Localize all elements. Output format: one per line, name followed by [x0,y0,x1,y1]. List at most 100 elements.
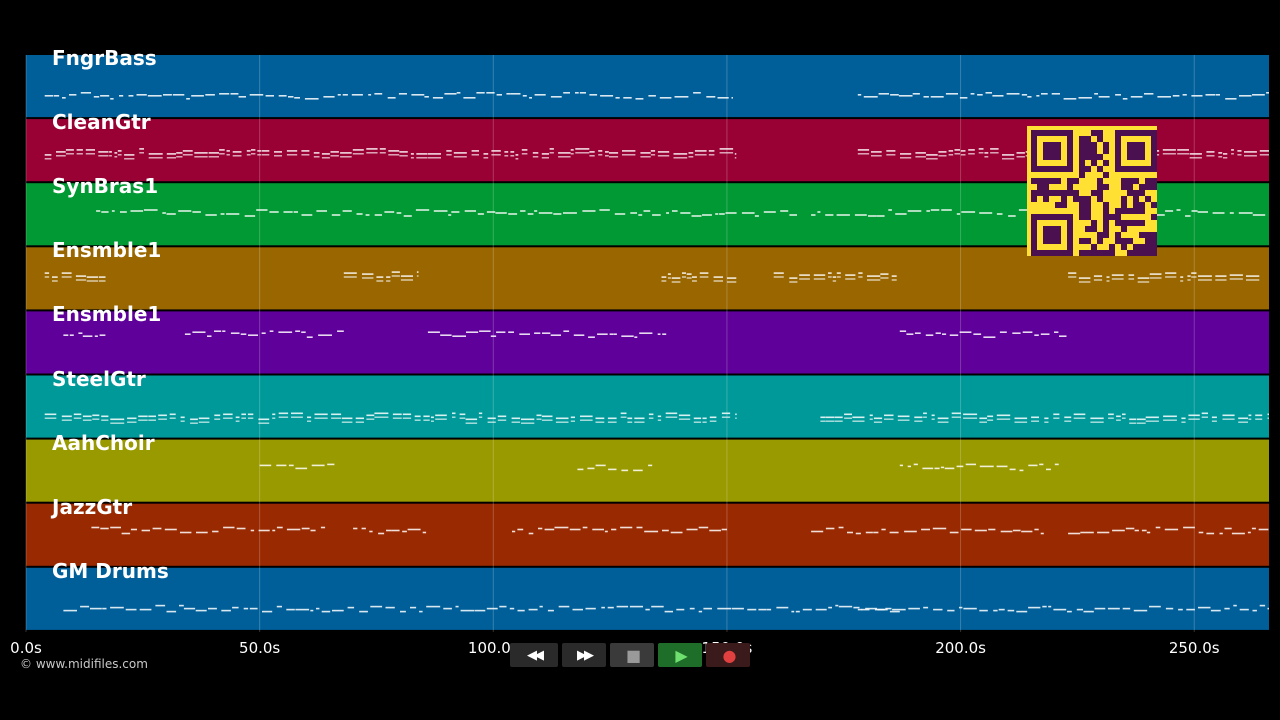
note [665,412,678,415]
note [773,272,784,274]
note [508,213,518,215]
note [376,280,384,282]
note [717,607,731,610]
note [352,153,364,155]
note [1122,413,1126,416]
note [1165,210,1174,212]
note [331,417,342,419]
qr-module [1133,244,1139,250]
note [164,528,177,531]
note [715,213,719,215]
note [857,153,870,155]
note [666,212,669,214]
note [1229,274,1243,276]
note [241,417,246,419]
note [452,416,456,418]
note [1036,95,1040,97]
note [853,606,860,609]
track-lane [26,55,1269,118]
note [598,154,603,156]
rewind-button[interactable]: ◀◀ [510,643,558,667]
note [1028,606,1041,609]
note [702,214,712,216]
note [459,417,466,419]
note [1229,278,1243,280]
qr-module [1121,208,1127,214]
note [1178,608,1183,611]
note [423,415,430,418]
note [274,151,282,153]
note [477,213,484,215]
note [1211,420,1217,422]
qr-module [1079,214,1085,220]
note [890,94,899,96]
track-lane [26,439,1269,502]
note [1090,421,1104,423]
qr-module [1085,154,1091,160]
note [121,532,131,535]
note [984,152,989,154]
note [186,98,190,100]
note [1224,527,1232,530]
note [1231,532,1245,535]
note [867,279,881,281]
note [815,608,827,611]
qr-module [1091,244,1097,250]
note [110,526,121,529]
note [1187,275,1191,277]
qr-module [1103,208,1109,214]
note [1187,279,1191,281]
note [965,463,976,466]
qr-module [1085,226,1091,232]
note [517,609,525,612]
stop-button[interactable]: ■ [610,643,654,667]
note [1246,275,1260,277]
fast-forward-button[interactable]: ▶▶ [562,643,606,667]
note [276,464,287,467]
note [1134,529,1139,532]
note [337,330,344,332]
note [214,330,222,332]
note [767,608,772,611]
note [114,156,118,158]
note [877,608,885,611]
note [435,418,447,420]
note [595,421,605,423]
qr-module [1037,178,1043,184]
note [101,415,109,418]
qr-module [1097,250,1103,256]
note [1251,527,1256,530]
note [511,421,521,423]
record-button[interactable]: ● [706,643,750,667]
qr-module [1073,196,1079,202]
note [1051,93,1060,95]
note [453,152,467,154]
note [987,415,994,418]
qr-module [1079,202,1085,208]
play-button[interactable]: ▶ [658,643,702,667]
note [415,209,430,211]
note [400,275,413,277]
note [1198,279,1212,281]
note [316,210,327,212]
note [427,331,440,333]
note [1239,95,1252,97]
qr-module [1079,196,1085,202]
qr-module [1043,196,1049,202]
note [1064,420,1072,422]
note [836,276,841,278]
note [69,94,77,96]
note [1206,532,1215,535]
note [223,413,233,416]
note [621,335,634,337]
note [465,422,478,424]
note [337,94,341,96]
qr-module [1079,160,1085,166]
note [392,413,402,416]
note [1229,212,1234,214]
note [857,94,862,96]
note [510,151,515,153]
note [387,97,396,99]
note [673,153,688,155]
qr-module [1079,148,1085,154]
